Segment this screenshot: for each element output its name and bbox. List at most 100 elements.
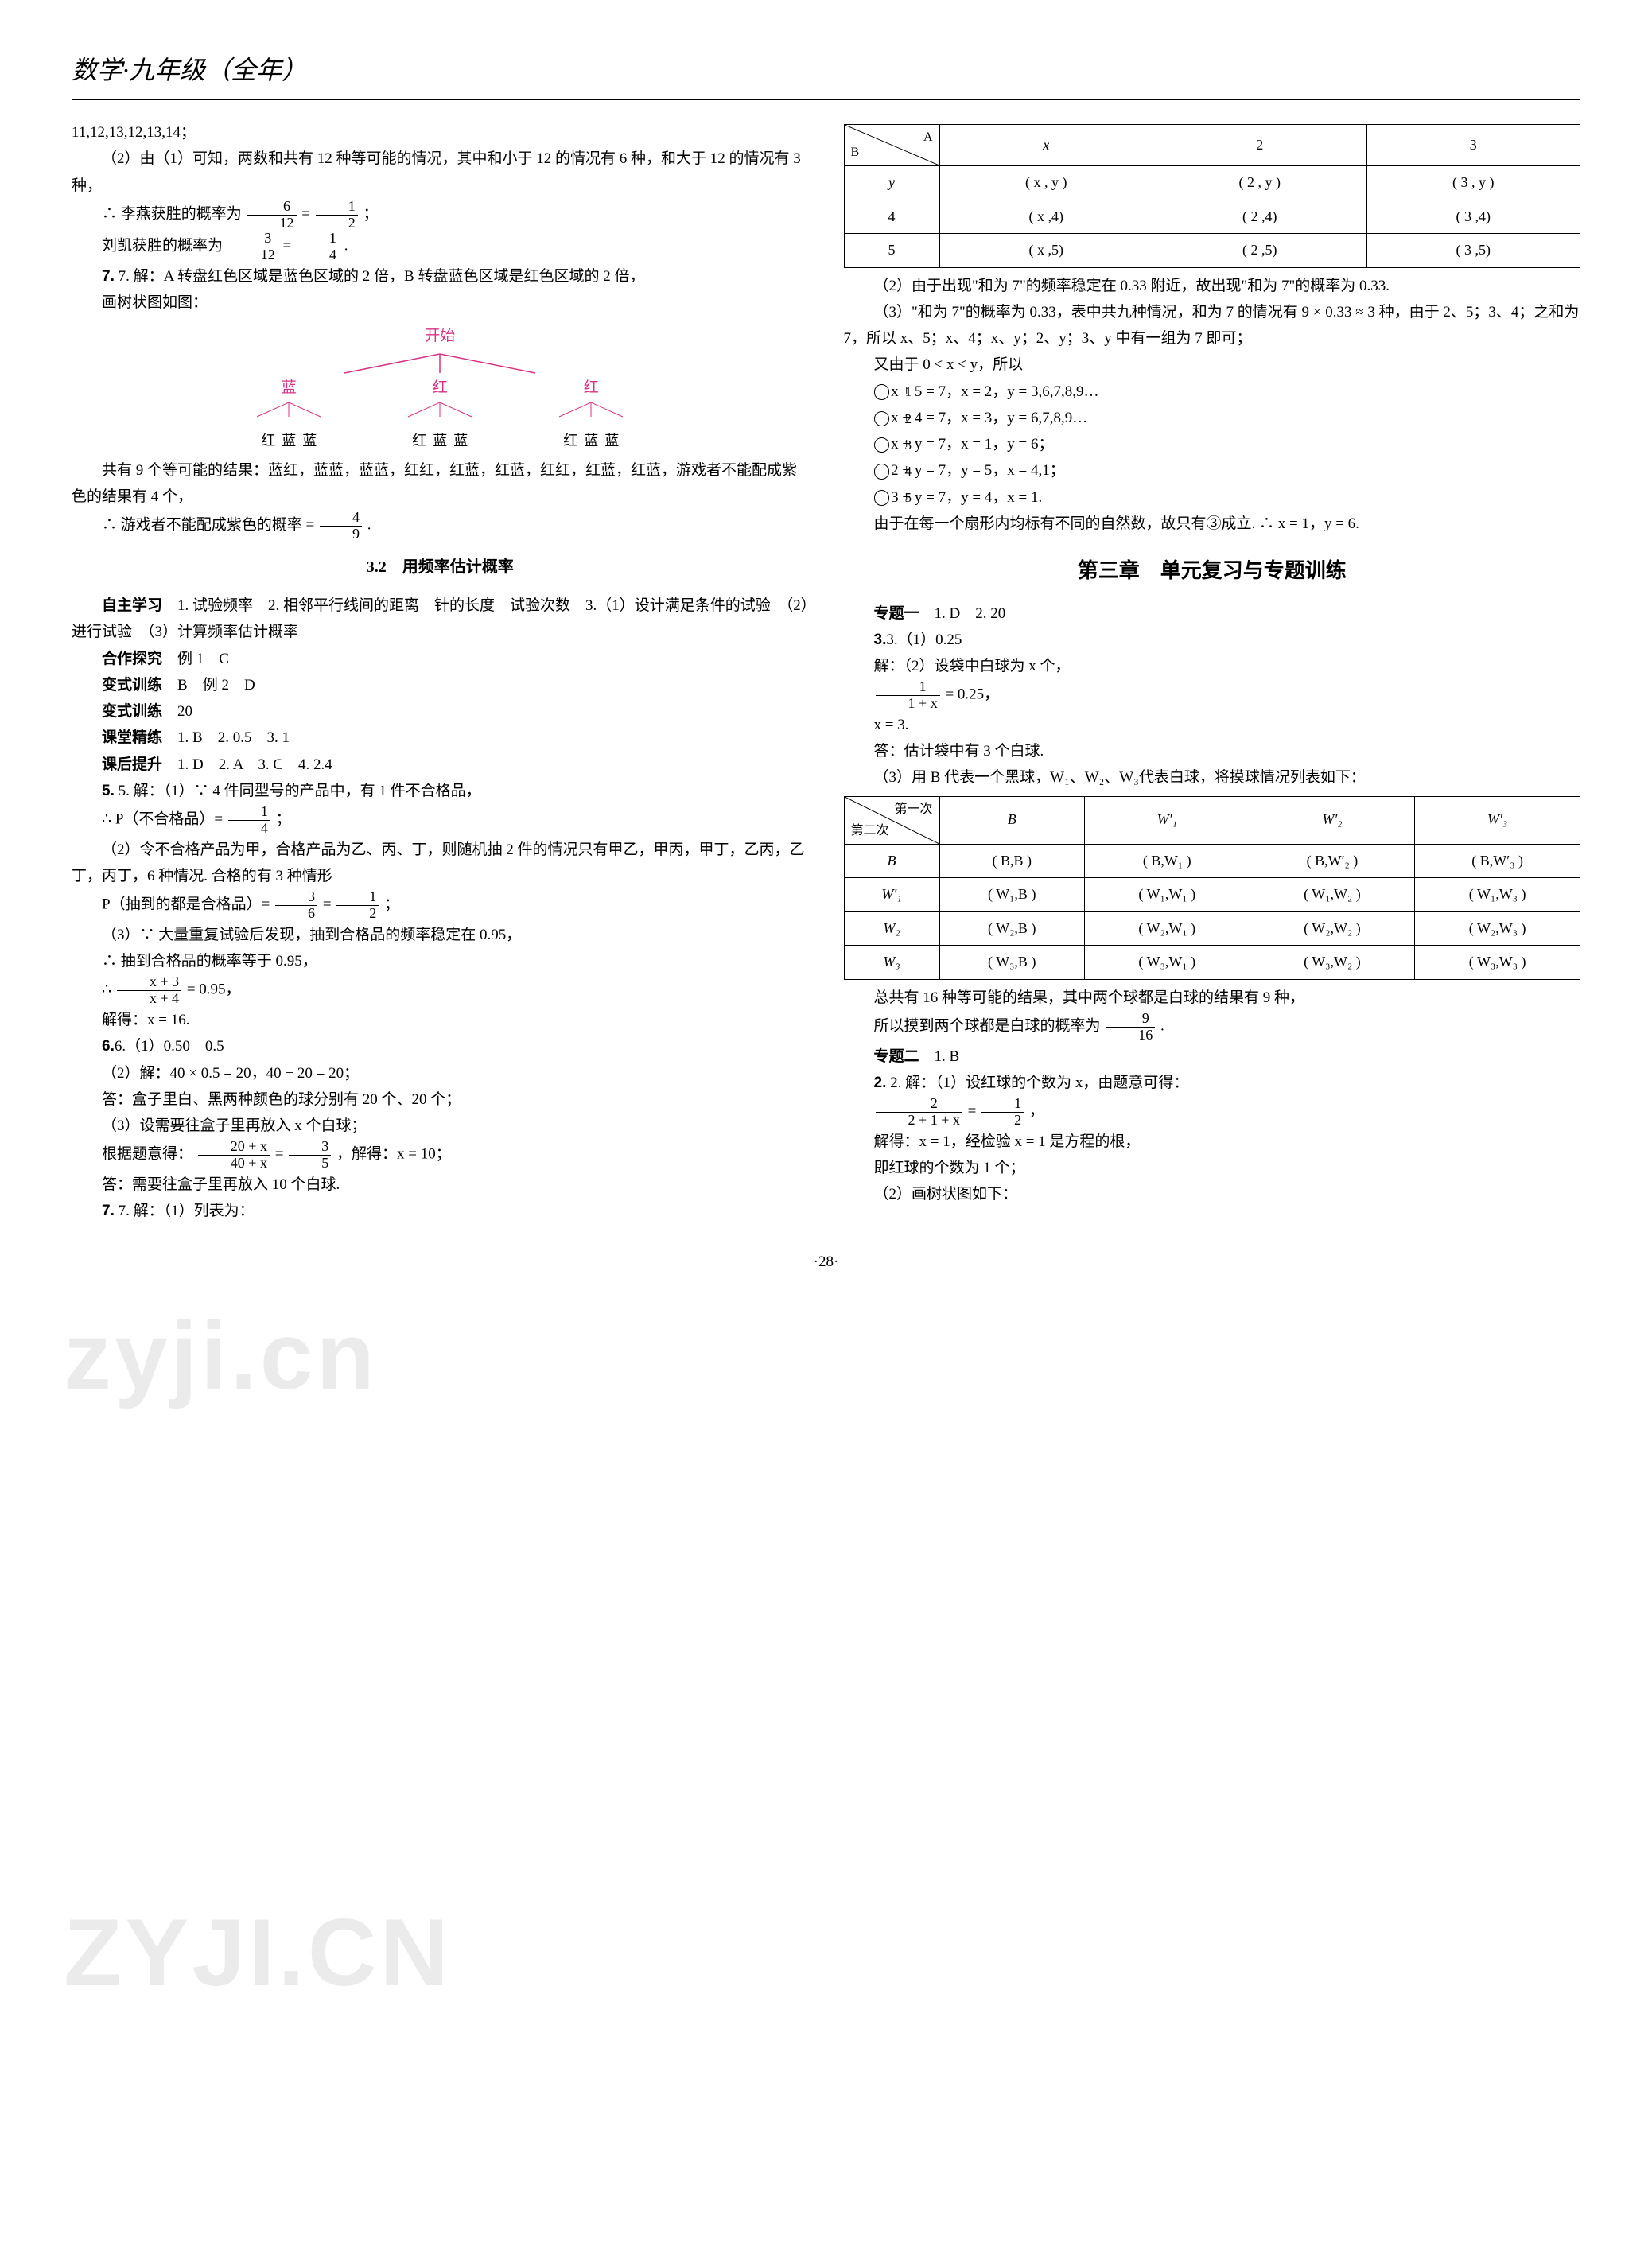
text: 5. 解：（1）∵ 4 件同型号的产品中，有 1 件不合格品，	[119, 783, 481, 799]
fraction: 49	[320, 510, 362, 542]
text-line: ∴ 李燕获胜的概率为 612 = 12 ；	[72, 199, 809, 231]
text-line: 11,12,13,12,13,14；	[72, 119, 809, 146]
text: 根据题意得：	[102, 1146, 192, 1163]
fraction: 916	[1106, 1011, 1155, 1044]
col-header: W′₃	[1415, 796, 1580, 844]
col-header: W′₂	[1250, 796, 1415, 844]
fraction: 14	[297, 231, 339, 263]
tree-level-2: 红蓝蓝	[392, 429, 488, 454]
text-line: ∴ 抽到合格品的概率等于 0.95，	[72, 948, 809, 974]
tree-root: 开始	[72, 323, 809, 349]
text: ∴ P（不合格品）=	[102, 811, 227, 828]
table-row: 5( x ,5)( 2 ,5)( 3 ,5)	[844, 234, 1580, 268]
text: ；	[363, 205, 379, 222]
text-line: 专题二 1. B	[844, 1044, 1581, 1070]
table-row: y( x , y )( 2 , y )( 3 , y )	[844, 166, 1580, 200]
watermark-2: ZYJI.CN	[64, 1869, 452, 2036]
tree-diagram: 开始 蓝 红蓝蓝 红 红蓝蓝 红 红蓝蓝	[72, 323, 809, 454]
text: 7. 解：A 转盘红色区域是蓝色区域的 2 倍，B 转盘蓝色区域是红色区域的 2…	[119, 268, 645, 285]
circled-number-icon: 1	[874, 384, 890, 400]
text-line: （2）由（1）可知，两数和共有 12 种等可能的情况，其中和小于 12 的情况有…	[72, 146, 809, 199]
table-2: 第一次 第二次 B W′₁ W′₂ W′₃ B( B,B )( B,W₁ )( …	[844, 796, 1581, 980]
tree-level-1: 蓝 红蓝蓝 红 红蓝蓝 红 红蓝蓝	[72, 375, 809, 454]
table-1: A B x 2 3 y( x , y )( 2 , y )( 3 , y ) 4…	[844, 124, 1581, 268]
fraction: 612	[247, 199, 297, 231]
text: 所以摸到两个球都是白球的概率为	[874, 1018, 1101, 1035]
text-line: 所以摸到两个球都是白球的概率为 916 .	[844, 1011, 1581, 1044]
text: 3.（1）0.25	[886, 632, 962, 648]
text: ；	[384, 896, 399, 913]
text-line: 2x + 4 = 7，x = 3，y = 6,7,8,9…	[844, 405, 1581, 431]
table-row: W₂( W₂,B )( W₂,W₁ )( W₂,W₂ )( W₂,W₃ )	[844, 911, 1580, 946]
text-line: 根据题意得： 20 + x40 + x = 35 ，解得：x = 10；	[72, 1139, 809, 1172]
text: ，解得：x = 10；	[336, 1146, 451, 1163]
col-header: 2	[1153, 125, 1367, 166]
text-line: 变式训练 20	[72, 698, 809, 725]
fraction: x + 3x + 4	[117, 974, 181, 1007]
text-line: 2. 2. 解：（1）设红球的个数为 x，由题意可得：	[844, 1070, 1581, 1096]
table-row: W′₁( W₁,B )( W₁,W₁ )( W₁,W₂ )( W₁,W₃ )	[844, 878, 1580, 912]
text: .	[1160, 1018, 1164, 1035]
text-line: 刘凯获胜的概率为 312 = 14 .	[72, 231, 809, 263]
text-line: 7. 7. 解：A 转盘红色区域是蓝色区域的 2 倍，B 转盘蓝色区域是红色区域…	[72, 263, 809, 290]
text: B	[851, 142, 860, 164]
text-line: 11 + x = 0.25，	[844, 679, 1581, 712]
circled-number-icon: 4	[874, 464, 890, 480]
fraction: 312	[228, 231, 278, 263]
text: x + y = 7，x = 1，y = 6；	[891, 436, 1053, 453]
text-line: ∴ x + 3x + 4 = 0.95，	[72, 974, 809, 1007]
tree-lines	[289, 352, 591, 375]
tree-node: 红	[433, 379, 448, 396]
tree-lines	[392, 401, 488, 418]
text: ；	[276, 811, 291, 828]
fraction: 35	[289, 1139, 331, 1172]
text-line: 变式训练 B 例 2 D	[72, 672, 809, 698]
text: ∴ 游戏者不能配成紫色的概率 =	[102, 517, 318, 534]
text: 3 + y = 7，y = 4，x = 1.	[891, 489, 1042, 506]
fraction: 22 + 1 + x	[876, 1096, 962, 1129]
text-line: 53 + y = 7，y = 4，x = 1.	[844, 484, 1581, 511]
text-line: 22 + 1 + x = 12 ，	[844, 1096, 1581, 1129]
text: .	[344, 238, 348, 255]
table-row: W₃( W₃,B )( W₃,W₁ )( W₃,W₂ )( W₃,W₃ )	[844, 946, 1580, 980]
text: 2. 解：（1）设红球的个数为 x，由题意可得：	[890, 1075, 1188, 1091]
text: 2 + y = 7，y = 5，x = 4,1；	[891, 462, 1065, 479]
fraction: 12	[981, 1096, 1024, 1129]
col-header: 3	[1366, 125, 1580, 166]
text-line: 课后提升 1. D 2. A 3. C 4. 2.4	[72, 752, 809, 778]
diagonal-header: A B	[844, 125, 939, 166]
watermark-1: zyji.cn	[64, 1273, 378, 1440]
section-title: 3.2 用频率估计概率	[72, 554, 809, 581]
text: ∴	[102, 981, 115, 998]
text-line: 又由于 0 < x < y，所以	[844, 352, 1581, 378]
text: A	[923, 126, 933, 149]
table-row: B( B,B )( B,W₁ )( B,W′₂ )( B,W′₃ )	[844, 844, 1580, 878]
fraction: 36	[275, 889, 317, 922]
tree-node: 红	[584, 379, 599, 396]
fraction: 11 + x	[876, 679, 940, 712]
text-line: P（抽到的都是合格品）= 36 = 12 ；	[72, 889, 809, 922]
text-line: 合作探究 例 1 C	[72, 646, 809, 672]
text-line: 即红球的个数为 1 个；	[844, 1155, 1581, 1181]
col-header: B	[939, 796, 1084, 844]
text: ，	[1029, 1103, 1044, 1120]
text-line: 解得：x = 16.	[72, 1007, 809, 1033]
table-row: 4( x ,4)( 2 ,4)( 3 ,4)	[844, 200, 1580, 234]
text-line: 1x + 5 = 7，x = 2，y = 3,6,7,8,9…	[844, 379, 1581, 405]
circled-number-icon: 3	[874, 437, 890, 453]
fraction: 12	[336, 889, 379, 922]
text: = 0.25，	[945, 686, 999, 703]
tree-node: 蓝	[282, 379, 297, 396]
text: 第一次	[894, 799, 932, 821]
text-line: 由于在每一个扇形内均标有不同的自然数，故只有③成立. ∴ x = 1，y = 6…	[844, 511, 1581, 537]
text-line: （3）设需要往盒子里再放入 x 个白球；	[72, 1113, 809, 1139]
text-line: （2）令不合格产品为甲，合格产品为乙、丙、丁，则随机抽 2 件的情况只有甲乙，甲…	[72, 837, 809, 890]
col-header: W′₁	[1084, 796, 1250, 844]
text-line: 答：估计袋中有 3 个白球.	[844, 738, 1581, 764]
text: P（抽到的都是合格品）=	[102, 896, 274, 913]
fraction: 12	[316, 199, 358, 231]
right-column: A B x 2 3 y( x , y )( 2 , y )( 3 , y ) 4…	[844, 119, 1581, 1225]
text: 第二次	[851, 820, 889, 842]
fraction: 14	[228, 804, 270, 837]
text-line: 答：盒子里白、黑两种颜色的球分别有 20 个、20 个；	[72, 1086, 809, 1113]
